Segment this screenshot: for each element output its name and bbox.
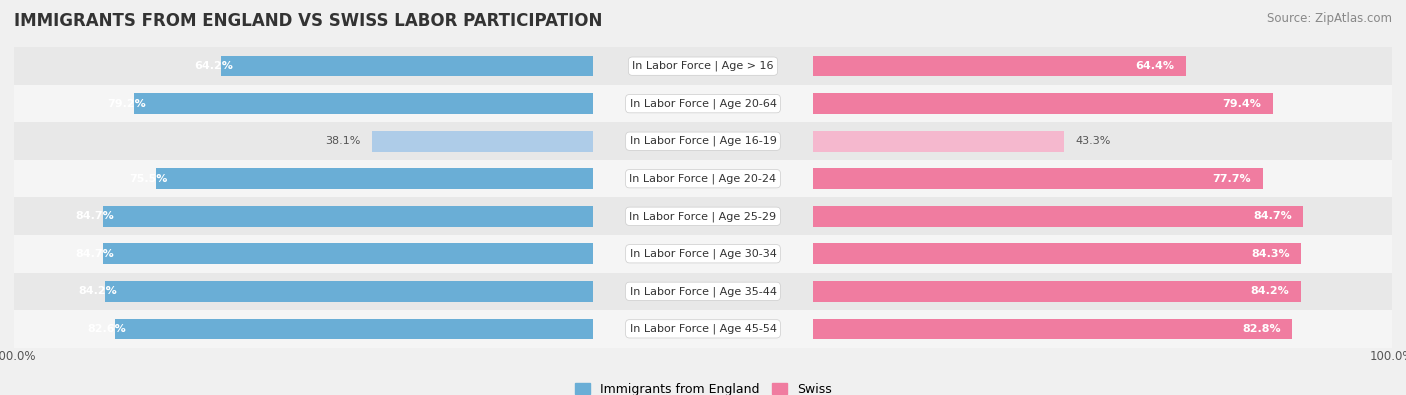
Text: 79.4%: 79.4%	[1222, 99, 1261, 109]
Bar	[373, 131, 593, 152]
Bar	[14, 273, 593, 310]
Bar	[14, 310, 593, 348]
Text: 77.7%: 77.7%	[1213, 174, 1251, 184]
Text: 75.5%: 75.5%	[129, 174, 167, 184]
Bar	[14, 235, 593, 273]
Bar	[813, 243, 1301, 264]
Legend: Immigrants from England, Swiss: Immigrants from England, Swiss	[569, 378, 837, 395]
Text: IMMIGRANTS FROM ENGLAND VS SWISS LABOR PARTICIPATION: IMMIGRANTS FROM ENGLAND VS SWISS LABOR P…	[14, 12, 602, 30]
Bar	[105, 281, 593, 302]
Text: 82.8%: 82.8%	[1243, 324, 1281, 334]
Text: In Labor Force | Age 35-44: In Labor Force | Age 35-44	[630, 286, 776, 297]
Bar	[14, 47, 593, 85]
Bar	[593, 122, 813, 160]
Bar	[14, 198, 593, 235]
Bar	[813, 168, 1263, 189]
Bar	[156, 168, 593, 189]
Bar	[14, 122, 593, 160]
Bar	[593, 85, 813, 122]
Bar	[14, 85, 593, 122]
Bar	[115, 318, 593, 339]
Bar	[813, 131, 1064, 152]
Bar	[593, 273, 813, 310]
Bar	[593, 310, 813, 348]
Text: In Labor Force | Age 20-64: In Labor Force | Age 20-64	[630, 98, 776, 109]
Bar	[813, 198, 1392, 235]
Text: In Labor Force | Age 16-19: In Labor Force | Age 16-19	[630, 136, 776, 147]
Bar	[813, 93, 1272, 114]
Bar	[103, 243, 593, 264]
Bar	[593, 47, 813, 85]
Text: In Labor Force | Age 45-54: In Labor Force | Age 45-54	[630, 324, 776, 334]
Text: In Labor Force | Age 25-29: In Labor Force | Age 25-29	[630, 211, 776, 222]
Bar	[593, 235, 813, 273]
Text: 84.7%: 84.7%	[1253, 211, 1292, 221]
Text: 84.2%: 84.2%	[79, 286, 117, 296]
Bar	[813, 310, 1392, 348]
Text: In Labor Force | Age 20-24: In Labor Force | Age 20-24	[630, 173, 776, 184]
Text: 84.3%: 84.3%	[1251, 249, 1289, 259]
Bar	[813, 56, 1185, 77]
Text: 64.2%: 64.2%	[194, 61, 233, 71]
Bar	[813, 47, 1392, 85]
Bar	[14, 160, 593, 198]
Text: 84.7%: 84.7%	[76, 249, 114, 259]
Text: In Labor Force | Age > 16: In Labor Force | Age > 16	[633, 61, 773, 71]
Text: 84.7%: 84.7%	[76, 211, 114, 221]
Bar	[813, 122, 1392, 160]
Bar	[813, 281, 1301, 302]
Text: 38.1%: 38.1%	[325, 136, 361, 146]
Bar	[221, 56, 593, 77]
Text: 82.6%: 82.6%	[87, 324, 127, 334]
Text: 84.2%: 84.2%	[1250, 286, 1289, 296]
Bar	[813, 235, 1392, 273]
Text: In Labor Force | Age 30-34: In Labor Force | Age 30-34	[630, 248, 776, 259]
Text: 43.3%: 43.3%	[1076, 136, 1111, 146]
Bar	[593, 198, 813, 235]
Bar	[813, 206, 1303, 227]
Text: Source: ZipAtlas.com: Source: ZipAtlas.com	[1267, 12, 1392, 25]
Bar	[135, 93, 593, 114]
Bar	[813, 318, 1292, 339]
Bar	[813, 273, 1392, 310]
Bar	[103, 206, 593, 227]
Text: 79.2%: 79.2%	[107, 99, 146, 109]
Bar	[593, 160, 813, 198]
Bar	[813, 160, 1392, 198]
Bar	[813, 85, 1392, 122]
Text: 64.4%: 64.4%	[1136, 61, 1174, 71]
